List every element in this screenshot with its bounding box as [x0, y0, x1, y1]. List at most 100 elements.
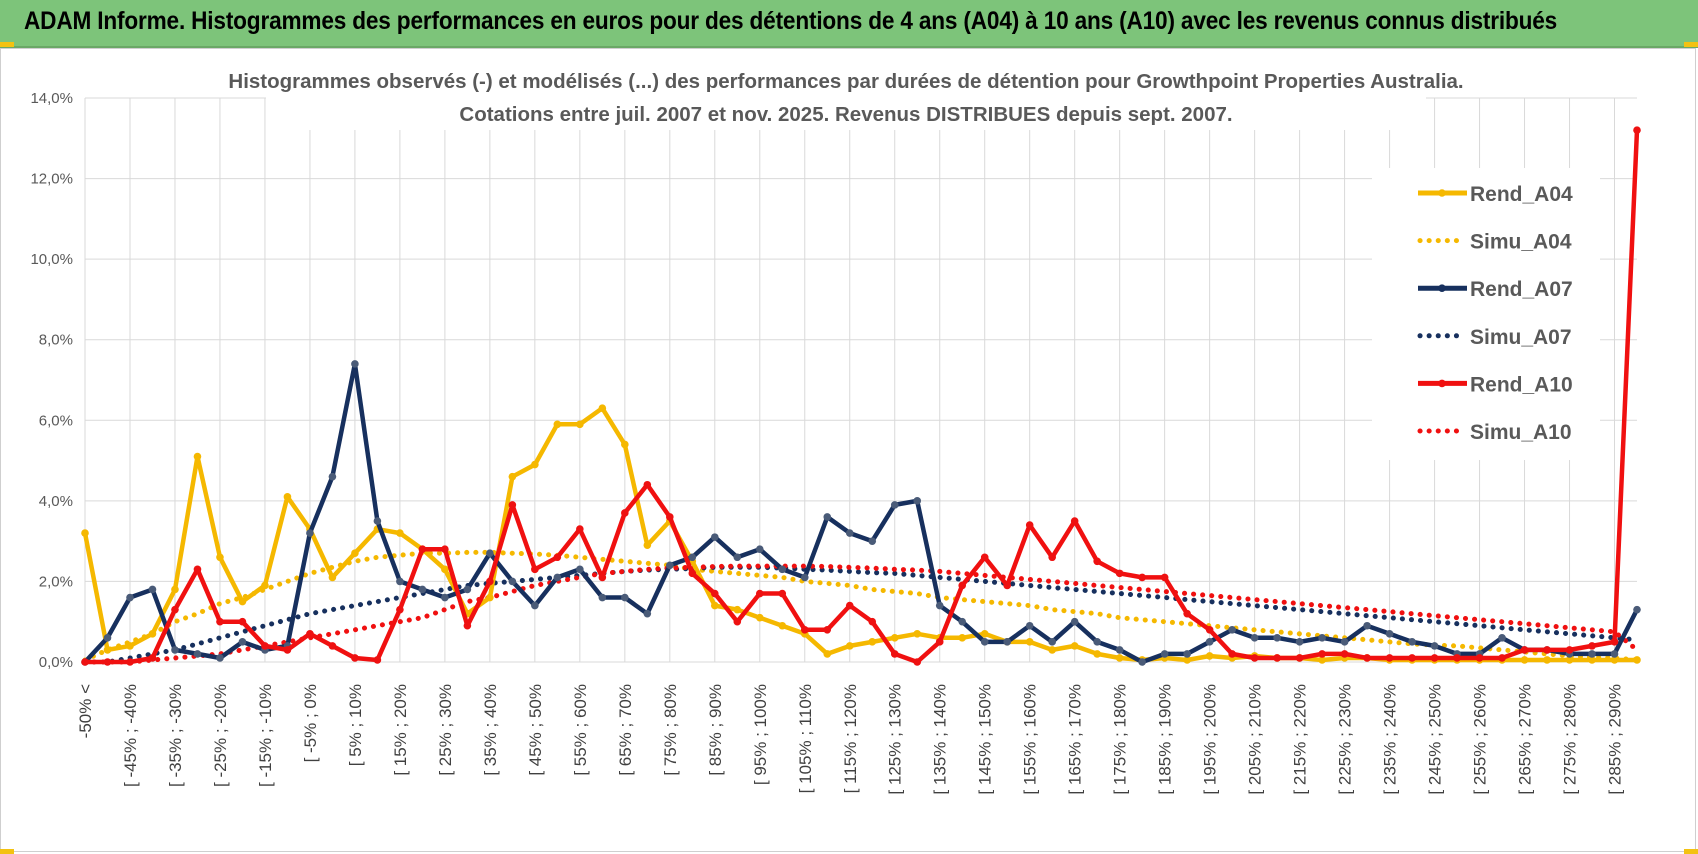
data-point [1048, 553, 1056, 562]
data-point [1250, 654, 1259, 662]
data-point [1070, 617, 1079, 626]
data-point [643, 609, 652, 618]
x-tick-label: [ -45% ; -40% [121, 684, 140, 787]
x-tick-label: [ 5% ; 10% [346, 684, 365, 766]
x-tick-label: [ 65% ; 70% [616, 684, 635, 776]
legend-label: Simu_A10 [1470, 421, 1572, 444]
data-point [216, 654, 224, 662]
data-point [216, 617, 224, 626]
x-tick-label: [ 165% ; 170% [1066, 684, 1085, 795]
x-tick-label: [ 185% ; 190% [1156, 684, 1175, 795]
legend-marker [1438, 379, 1446, 388]
data-point [1115, 646, 1124, 654]
data-point [1565, 656, 1574, 664]
y-tick-label: 14,0% [30, 90, 73, 107]
data-point [755, 613, 764, 622]
x-tick-label: [ 145% ; 150% [976, 684, 995, 795]
data-point [913, 497, 922, 505]
data-point [508, 472, 517, 481]
data-point [1520, 646, 1529, 654]
data-point [1588, 642, 1596, 650]
data-point [306, 529, 314, 537]
data-point [553, 553, 562, 562]
data-point [1205, 652, 1214, 660]
data-point [1205, 625, 1214, 634]
legend-marker [1438, 189, 1446, 197]
y-tick-label: 0,0% [39, 654, 73, 671]
legend-label: Simu_A07 [1470, 326, 1572, 349]
data-point [1318, 650, 1326, 658]
data-point [1430, 642, 1439, 650]
data-point [171, 646, 179, 654]
x-tick-label: [ 255% ; 260% [1471, 684, 1490, 795]
x-tick-label: [ 105% ; 110% [796, 684, 815, 793]
data-point [1453, 654, 1461, 662]
data-point [1385, 654, 1394, 662]
data-point [328, 642, 337, 650]
data-point [710, 533, 719, 541]
data-point [238, 638, 247, 646]
data-point [643, 480, 652, 489]
data-point [598, 404, 607, 413]
data-point [351, 654, 359, 662]
data-point [710, 589, 719, 598]
data-point [1633, 126, 1641, 135]
data-point [463, 585, 472, 594]
data-point [283, 646, 292, 654]
legend-item-simu-a04[interactable]: Simu_A04 [1417, 231, 1572, 254]
data-point [800, 573, 809, 582]
data-point [1295, 654, 1304, 662]
legend-label: Simu_A04 [1470, 231, 1572, 254]
data-point [238, 597, 247, 606]
legend-item-simu-a07[interactable]: Simu_A07 [1417, 326, 1572, 349]
data-point [733, 605, 742, 614]
y-tick-label: 10,0% [30, 251, 73, 268]
data-point [1295, 638, 1304, 646]
data-point [306, 630, 314, 638]
data-point [1340, 650, 1349, 658]
data-point [373, 517, 382, 525]
legend-item-rend-a04[interactable]: Rend_A04 [1418, 183, 1573, 206]
data-point [1273, 634, 1281, 642]
x-tick-label: [ 205% ; 210% [1246, 684, 1265, 795]
data-point [823, 513, 832, 521]
x-tick-label: [ 25% ; 30% [436, 684, 455, 776]
data-point [1160, 650, 1169, 658]
data-point [1228, 625, 1236, 634]
corner-mark-bottom-left [0, 849, 14, 854]
data-point [778, 565, 787, 574]
data-point [486, 577, 494, 586]
legend-item-rend-a07[interactable]: Rend_A07 [1418, 278, 1573, 301]
x-tick-label: [ -5% ; 0% [301, 684, 320, 762]
chart-title-line2: Cotations entre juil. 2007 et nov. 2025.… [459, 103, 1232, 126]
data-point [193, 565, 202, 574]
x-tick-label: [ 155% ; 160% [1021, 684, 1040, 795]
legend-item-simu-a10[interactable]: Simu_A10 [1417, 421, 1572, 444]
legend[interactable]: Rend_A04 Simu_A04 Rend_A07 Simu_A07 Rend_A10… [1372, 168, 1600, 460]
data-point [890, 501, 899, 509]
data-point [980, 638, 989, 646]
series-layer [81, 126, 1641, 666]
series-line-rend-a07 [83, 361, 1640, 665]
data-point [418, 585, 427, 594]
banner-title: ADAM Informe. Histogrammes des performan… [24, 7, 1558, 35]
data-point [463, 621, 472, 630]
chart-title-line1: Histogrammes observés (-) et modélisés (… [228, 70, 1463, 93]
data-point [598, 573, 607, 582]
data-point [666, 561, 674, 570]
data-point [1115, 654, 1124, 662]
data-point [778, 621, 787, 630]
corner-mark-top-left [0, 42, 14, 47]
data-point [126, 642, 134, 650]
header-banner: ADAM Informe. Histogrammes des performan… [0, 0, 1698, 48]
x-tick-label: [ 75% ; 80% [661, 684, 680, 776]
data-point [1093, 638, 1101, 646]
data-point [1160, 573, 1169, 582]
data-point [1115, 569, 1124, 578]
data-point [1250, 634, 1259, 642]
x-tick-label: [ -15% ; -10% [256, 684, 275, 787]
data-point [823, 650, 832, 658]
data-point [508, 577, 517, 586]
legend-item-rend-a10[interactable]: Rend_A10 [1418, 373, 1573, 396]
